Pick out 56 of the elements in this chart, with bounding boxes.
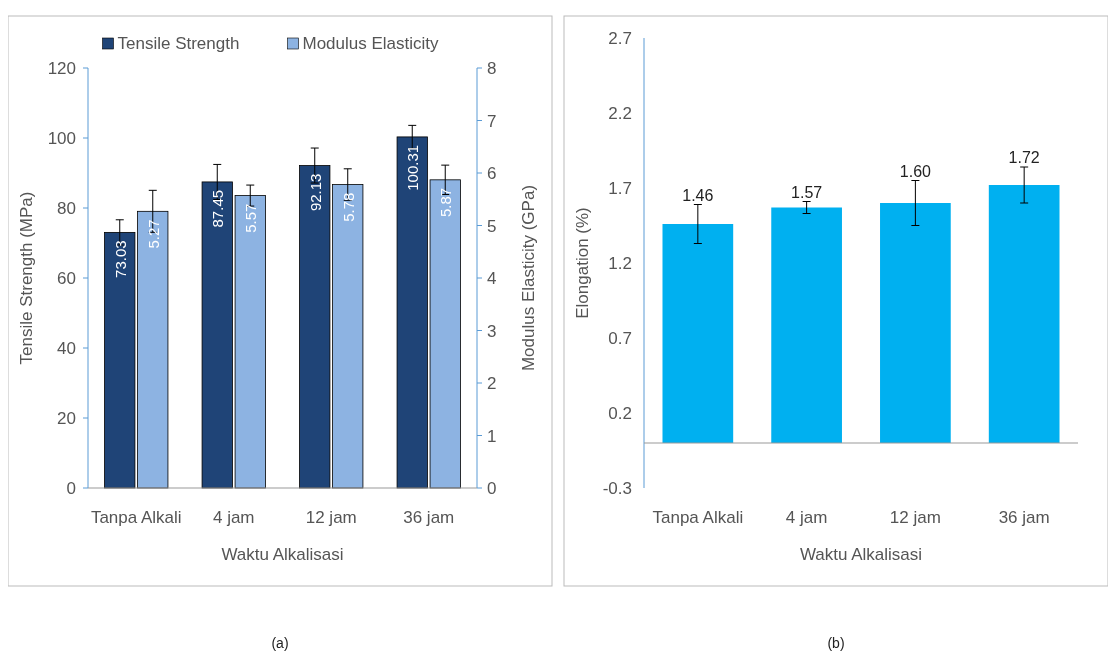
y-tick-label: 120 bbox=[47, 59, 76, 78]
data-label: 73.03 bbox=[111, 240, 129, 278]
bar bbox=[988, 185, 1060, 443]
x-tick-label: 12 jam bbox=[305, 508, 357, 527]
y-tick-label: 2.7 bbox=[608, 29, 632, 48]
y-tick-label: 40 bbox=[57, 339, 76, 358]
y2-tick-label: 5 bbox=[487, 216, 497, 236]
y2-tick-label: 0 bbox=[487, 479, 497, 498]
x-axis-title: Waktu Alkalisasi bbox=[221, 545, 344, 564]
y-tick-label: 20 bbox=[57, 409, 76, 428]
x-tick-label: 36 jam bbox=[998, 508, 1050, 527]
data-label: 5.87 bbox=[437, 187, 455, 218]
data-label: 1.72 bbox=[1008, 149, 1040, 166]
y-tick-label: 2.2 bbox=[608, 104, 632, 123]
y2-tick-label: 1 bbox=[487, 426, 497, 446]
bar bbox=[880, 203, 951, 443]
data-label: 92.13 bbox=[306, 173, 324, 212]
data-label: 87.45 bbox=[209, 189, 227, 228]
y2-tick-label: 4 bbox=[487, 269, 497, 288]
data-label: 5.78 bbox=[339, 192, 357, 222]
y2-tick-label: 8 bbox=[487, 59, 497, 78]
data-label: 1.60 bbox=[899, 162, 932, 180]
y-tick-label: 1.7 bbox=[608, 179, 632, 198]
bar bbox=[771, 207, 842, 443]
legend-label: Modulus Elasticity bbox=[302, 34, 440, 53]
x-tick-label: 4 jam bbox=[785, 508, 828, 527]
data-label: 5.57 bbox=[242, 203, 260, 233]
data-label: 5.27 bbox=[144, 219, 162, 249]
data-label: 1.46 bbox=[682, 186, 714, 204]
y-tick-label: 1.2 bbox=[608, 254, 632, 273]
x-tick-label: 12 jam bbox=[889, 508, 941, 527]
data-label: 1.57 bbox=[791, 183, 823, 201]
y-tick-label: -0.3 bbox=[602, 479, 632, 498]
y-tick-label: 0.7 bbox=[608, 329, 632, 348]
y2-tick-label: 6 bbox=[487, 164, 497, 183]
legend-label: Tensile Strength bbox=[117, 34, 240, 53]
y-tick-label: 80 bbox=[57, 199, 76, 218]
x-tick-label: 36 jam bbox=[403, 508, 455, 527]
y2-tick-label: 7 bbox=[487, 111, 497, 131]
x-axis-title: Waktu Alkalisasi bbox=[799, 545, 923, 564]
y-axis-title: Elongation (%) bbox=[573, 207, 592, 319]
data-label: 100.31 bbox=[404, 144, 422, 191]
y-tick-label: 100 bbox=[47, 129, 76, 148]
y-tick-label: 0.2 bbox=[608, 404, 632, 423]
y-tick-label: 60 bbox=[57, 269, 76, 288]
x-tick-label: 4 jam bbox=[212, 508, 255, 527]
y2-axis-title: Modulus Elasticity (GPa) bbox=[519, 184, 538, 372]
text: (b) bbox=[827, 635, 845, 651]
y-tick-label: 0 bbox=[66, 479, 76, 498]
x-tick-label: Tanpa Alkali bbox=[90, 508, 182, 527]
y2-tick-label: 2 bbox=[487, 374, 497, 393]
text: (a) bbox=[271, 635, 289, 651]
bar bbox=[662, 224, 734, 443]
y2-tick-label: 3 bbox=[487, 321, 497, 341]
y-axis-title: Tensile Strength (MPa) bbox=[17, 191, 36, 365]
x-tick-label: Tanpa Alkali bbox=[652, 508, 744, 527]
